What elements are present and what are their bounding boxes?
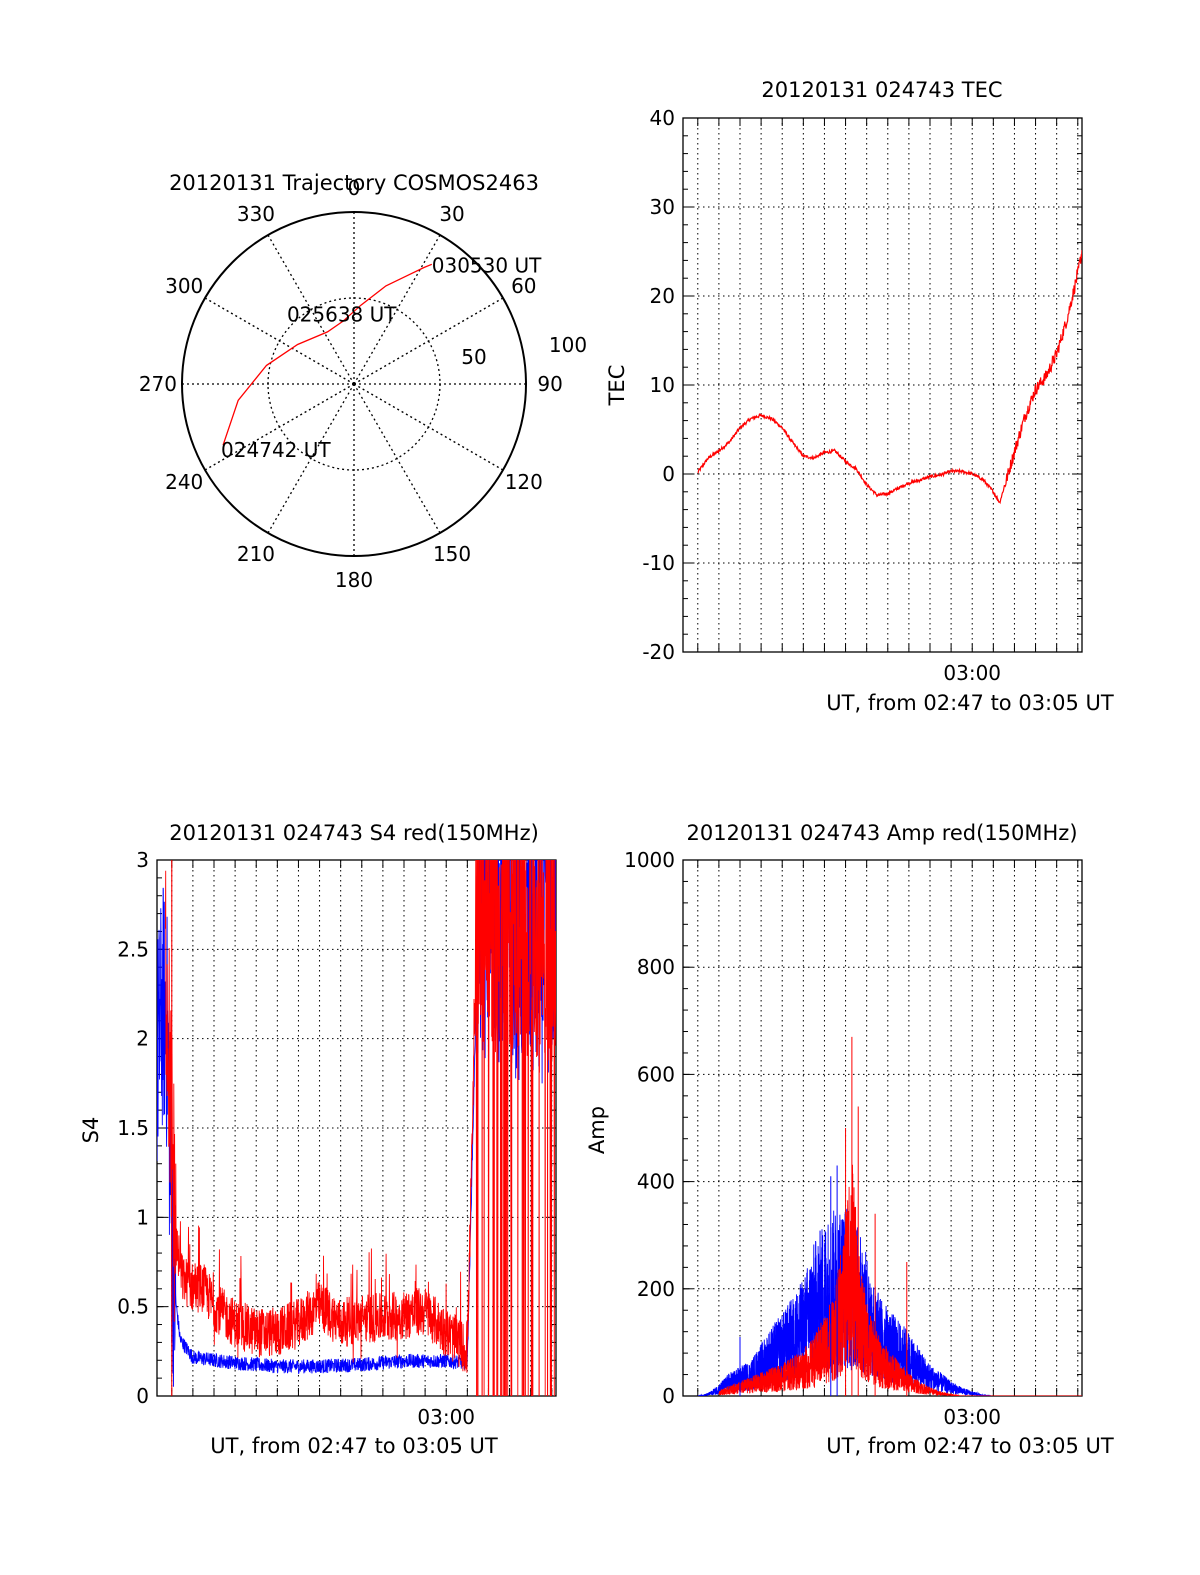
polar-spoke	[353, 383, 441, 534]
polar-ring-50	[267, 297, 441, 471]
s4-series-red	[164, 860, 556, 1396]
tec-y-tick-label: -20	[642, 640, 675, 664]
amp-x-axis-label: UT, from 02:47 to 03:05 UT	[826, 1434, 1114, 1458]
amp-y-tick-label: 600	[637, 1062, 675, 1086]
s4-y-axis-label: S4	[79, 1117, 103, 1144]
tec-y-tick-label: 10	[650, 373, 675, 397]
polar-azimuth-label: 180	[335, 568, 373, 592]
tec-plot-frame	[682, 117, 1083, 653]
tec-y-axis-label: TEC	[605, 365, 629, 407]
polar-trajectory-line	[222, 263, 433, 446]
amp-y-tick-label: 200	[637, 1277, 675, 1301]
polar-azimuth-label: 270	[139, 372, 177, 396]
polar-ring-100	[181, 211, 527, 557]
tec-x-tick-label: 03:00	[943, 661, 1001, 685]
polar-time-annotation: 030530 UT	[432, 253, 542, 277]
polar-spoke	[353, 234, 441, 385]
tec-series-line	[697, 250, 1082, 505]
amp-series-red	[718, 1164, 1082, 1396]
polar-azimuth-label: 210	[237, 542, 275, 566]
tec-chart: 20120131 024743 TEC UT, from 02:47 to 03…	[605, 78, 1114, 715]
amp-y-tick-label: 1000	[624, 848, 675, 872]
polar-time-annotation: 024742 UT	[221, 438, 331, 462]
s4-y-tick-label: 3	[136, 848, 149, 872]
polar-azimuth-label: 330	[237, 202, 275, 226]
polar-azimuth-label: 90	[537, 372, 562, 396]
tec-x-axis-label: UT, from 02:47 to 03:05 UT	[826, 691, 1114, 715]
tec-y-tick-label: 40	[650, 106, 675, 130]
polar-azimuth-label: 30	[439, 202, 464, 226]
s4-y-tick-label: 1	[136, 1205, 149, 1229]
polar-spoke	[267, 383, 355, 534]
polar-trajectory-chart: 20120131 Trajectory COSMOS2463 0 30 60 90 12…	[139, 171, 587, 592]
amp-y-axis-label: Amp	[585, 1106, 609, 1154]
amp-plot-frame	[682, 859, 1083, 1397]
tec-y-tick-label: 30	[650, 195, 675, 219]
s4-x-axis-label: UT, from 02:47 to 03:05 UT	[210, 1434, 498, 1458]
tec-y-tick-label: 20	[650, 284, 675, 308]
polar-title: 20120131 Trajectory COSMOS2463	[169, 171, 539, 195]
s4-clip-area	[157, 860, 556, 1396]
amp-chart: 20120131 024743 Amp red(150MHz) UT, from…	[585, 821, 1114, 1458]
s4-y-tick-label: 2	[136, 1027, 149, 1051]
polar-azimuth-label: 240	[165, 470, 203, 494]
s4-y-tick-label: 1.5	[117, 1116, 149, 1140]
polar-time-annotation: 025638 UT	[287, 302, 397, 326]
amp-y-tick-label: 400	[637, 1170, 675, 1194]
s4-y-tick-label: 0.5	[117, 1295, 149, 1319]
tec-title: 20120131 024743 TEC	[761, 78, 1002, 102]
polar-spoke	[204, 383, 355, 471]
polar-azimuth-label: 150	[433, 542, 471, 566]
s4-title: 20120131 024743 S4 red(150MHz)	[169, 821, 539, 845]
polar-azimuth-label: 60	[511, 274, 536, 298]
tec-y-tick-label: -10	[642, 551, 675, 575]
polar-spoke	[353, 297, 504, 385]
polar-spoke	[267, 234, 355, 385]
amp-title: 20120131 024743 Amp red(150MHz)	[686, 821, 1077, 845]
amp-clip-area	[697, 1036, 1082, 1396]
polar-radial-label: 100	[549, 333, 587, 357]
polar-azimuth-label: 120	[505, 470, 543, 494]
amp-y-tick-label: 0	[662, 1384, 675, 1408]
tec-y-tick-label: 0	[662, 462, 675, 486]
amp-y-tick-label: 800	[637, 955, 675, 979]
amp-x-tick-label: 03:00	[943, 1405, 1001, 1429]
polar-azimuth-label: 0	[348, 176, 361, 200]
s4-chart: 20120131 024743 S4 red(150MHz) UT, from …	[79, 821, 557, 1458]
polar-spoke	[204, 297, 355, 385]
s4-x-tick-label: 03:00	[417, 1405, 475, 1429]
s4-y-tick-label: 0	[136, 1384, 149, 1408]
tec-clip-area	[697, 250, 1082, 505]
polar-radial-label: 50	[461, 345, 486, 369]
s4-y-tick-label: 2.5	[117, 937, 149, 961]
polar-azimuth-label: 300	[165, 274, 203, 298]
